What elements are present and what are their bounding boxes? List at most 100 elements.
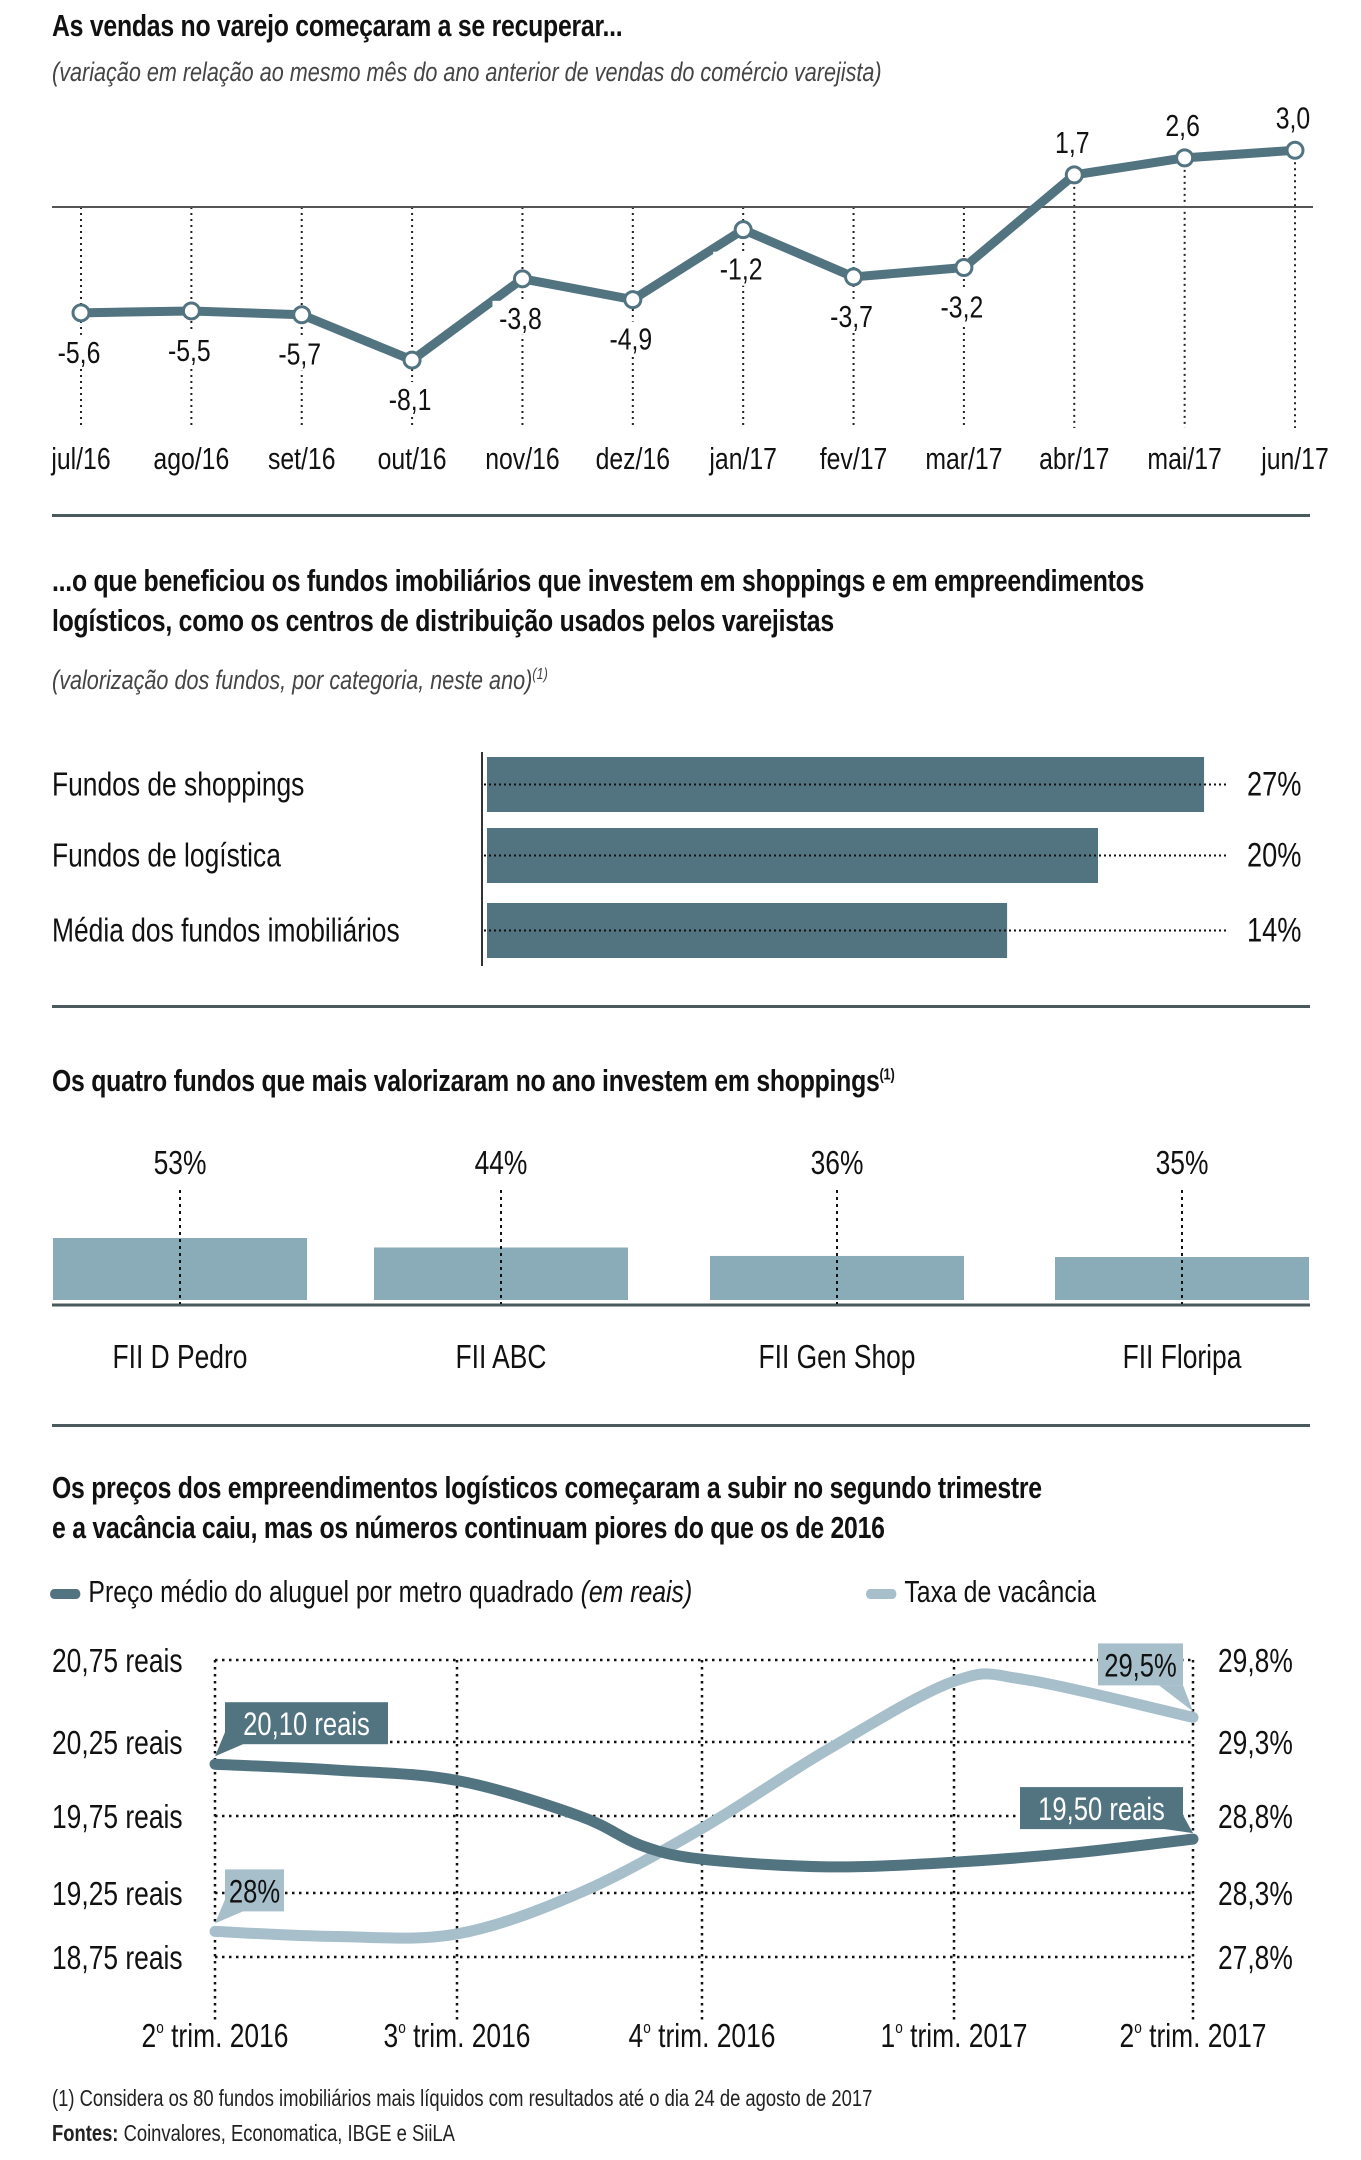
x-tick-label: 1o trim. 2017 — [881, 2018, 1028, 2054]
section4-title-line2: e a vacância caiu, mas os números contin… — [52, 1510, 885, 1545]
data-label: -3,2 — [941, 290, 984, 324]
data-label: -5,6 — [58, 335, 101, 369]
data-point — [1175, 148, 1195, 168]
y-right-tick-label: 27,8% — [1218, 1940, 1293, 1976]
bar-category-label: Média dos fundos imobiliários — [52, 913, 400, 949]
fund-category-bar-chart: Fundos de shoppings 27% Fundos de logístic… — [52, 752, 1301, 966]
y-left-tick-label: 20,25 reais — [52, 1725, 183, 1761]
x-tick-label: dez/16 — [596, 441, 670, 475]
x-tick-label: nov/16 — [485, 441, 559, 475]
bar-category-label: FII ABC — [456, 1339, 547, 1375]
data-label: 1,7 — [1055, 125, 1089, 159]
bar-category-label: Fundos de logística — [52, 838, 281, 874]
y-left-tick-label: 19,25 reais — [52, 1876, 183, 1912]
data-label: -3,8 — [499, 301, 542, 335]
y-right-tick-label: 28,8% — [1218, 1799, 1293, 1835]
callout-label: 20,10 reais — [243, 1708, 370, 1743]
section2-subtitle: (valorização dos fundos, por categoria, … — [52, 665, 548, 695]
x-tick-label: fev/17 — [820, 441, 888, 475]
data-point — [1285, 140, 1305, 160]
bar-category-label: FII Gen Shop — [759, 1339, 916, 1375]
data-label-bg — [271, 336, 328, 371]
legend-label-vacancy: Taxa de vacância — [904, 1574, 1097, 1609]
y-left-tick-label: 18,75 reais — [52, 1940, 183, 1976]
data-label-bg — [933, 289, 990, 324]
x-tick-label: 2o trim. 2016 — [142, 2018, 289, 2054]
bar-value-label: 53% — [154, 1145, 207, 1181]
data-label: -5,7 — [278, 337, 321, 371]
y-right-tick-label: 29,3% — [1218, 1725, 1293, 1761]
data-point — [512, 269, 532, 289]
data-label: -3,7 — [830, 299, 873, 333]
data-label: 3,0 — [1276, 101, 1310, 135]
bar-2 — [487, 828, 1098, 883]
callout-label: 29,5% — [1104, 1649, 1177, 1684]
data-label: 2,6 — [1165, 108, 1199, 142]
y-right-tick-label: 28,3% — [1218, 1876, 1293, 1912]
bar-value-label: 20% — [1247, 836, 1301, 875]
data-point — [1064, 165, 1084, 185]
bar-3 — [710, 1255, 964, 1300]
data-label-bg — [382, 382, 439, 417]
data-point — [181, 301, 201, 321]
x-tick-label: abr/17 — [1039, 441, 1109, 475]
data-label: -1,2 — [720, 252, 763, 286]
data-point — [71, 303, 91, 323]
top-funds-bar-chart: 53% FII D Pedro 44% FII ABC 36% FII Gen Shop 3… — [52, 1145, 1310, 1376]
x-tick-label: 2o trim. 2017 — [1120, 2018, 1267, 2054]
rent-vacancy-line-chart: 20,75 reais 29,8% 20,25 reais 29,3% 19,75 re… — [52, 1643, 1293, 2054]
data-label: -4,9 — [609, 322, 652, 356]
x-tick-label: 4o trim. 2016 — [629, 2018, 776, 2054]
series-line-rent-price — [209, 1758, 1199, 1873]
series-line-retail-sales — [80, 145, 1296, 365]
bar-value-label: 44% — [475, 1145, 528, 1181]
section4-title: Os preços dos empreendimentos logísticos… — [52, 1470, 1042, 1505]
series-line-vacancy — [209, 1668, 1199, 1944]
bar-value-label: 14% — [1247, 911, 1301, 950]
legend-label-rent-price: Preço médio do aluguel por metro quadrad… — [88, 1574, 574, 1609]
y-left-tick-label: 19,75 reais — [52, 1799, 183, 1835]
data-point — [733, 220, 753, 240]
bar-category-label: FII D Pedro — [113, 1339, 248, 1375]
callout-tail — [215, 1899, 243, 1924]
data-label: -5,5 — [168, 333, 211, 367]
x-tick-label: jul/16 — [50, 441, 110, 475]
y-left-tick-label: 20,75 reais — [52, 1643, 183, 1679]
data-label-bg — [161, 332, 218, 367]
callout-box — [1098, 1643, 1183, 1686]
data-label-bg — [823, 298, 880, 333]
x-tick-label: jun/17 — [1260, 441, 1328, 475]
legend-swatch-rent-price — [50, 1588, 81, 1599]
callout-label: 28% — [229, 1875, 280, 1910]
section-divider — [52, 514, 1310, 517]
bar-2 — [374, 1247, 628, 1300]
data-label-bg — [51, 334, 107, 369]
x-tick-label: jan/17 — [709, 441, 777, 475]
section-divider — [52, 1424, 1310, 1427]
section-divider — [52, 1005, 1310, 1008]
data-point — [292, 305, 312, 325]
callout-label: 19,50 reais — [1038, 1792, 1165, 1827]
data-point — [954, 257, 974, 277]
bar-value-label: 36% — [811, 1145, 864, 1181]
bar-value-label: 35% — [1156, 1145, 1209, 1181]
sources: Fontes: Coinvalores, Economatica, IBGE e… — [52, 2120, 455, 2146]
section1-title: As vendas no varejo começaram a se recup… — [52, 8, 623, 43]
y-right-tick-label: 29,8% — [1218, 1643, 1293, 1679]
callout-box — [225, 1869, 284, 1912]
section3-title: Os quatro fundos que mais valorizaram no… — [52, 1063, 895, 1098]
x-tick-label: set/16 — [268, 441, 336, 475]
data-point — [844, 267, 864, 287]
section1-subtitle: (variação em relação ao mesmo mês do ano… — [52, 57, 882, 87]
bar-4 — [1055, 1257, 1309, 1300]
data-label-bg — [492, 300, 549, 335]
callout-tail — [1159, 1685, 1193, 1712]
x-tick-label: ago/16 — [153, 441, 229, 475]
data-label-bg — [713, 251, 770, 286]
x-tick-label: mar/17 — [925, 441, 1002, 475]
chart-legend: Preço médio do aluguel por metro quadrad… — [50, 1574, 853, 1610]
callout-box — [225, 1702, 388, 1745]
retail-sales-line-chart: -5,6 -5,5 -5,7 -8,1 -3,8 -4,9 -1,2 -3,7 -3,2 1,7 2… — [50, 101, 1328, 476]
callout-box — [1020, 1787, 1183, 1830]
bar-value-label: 27% — [1247, 765, 1301, 804]
